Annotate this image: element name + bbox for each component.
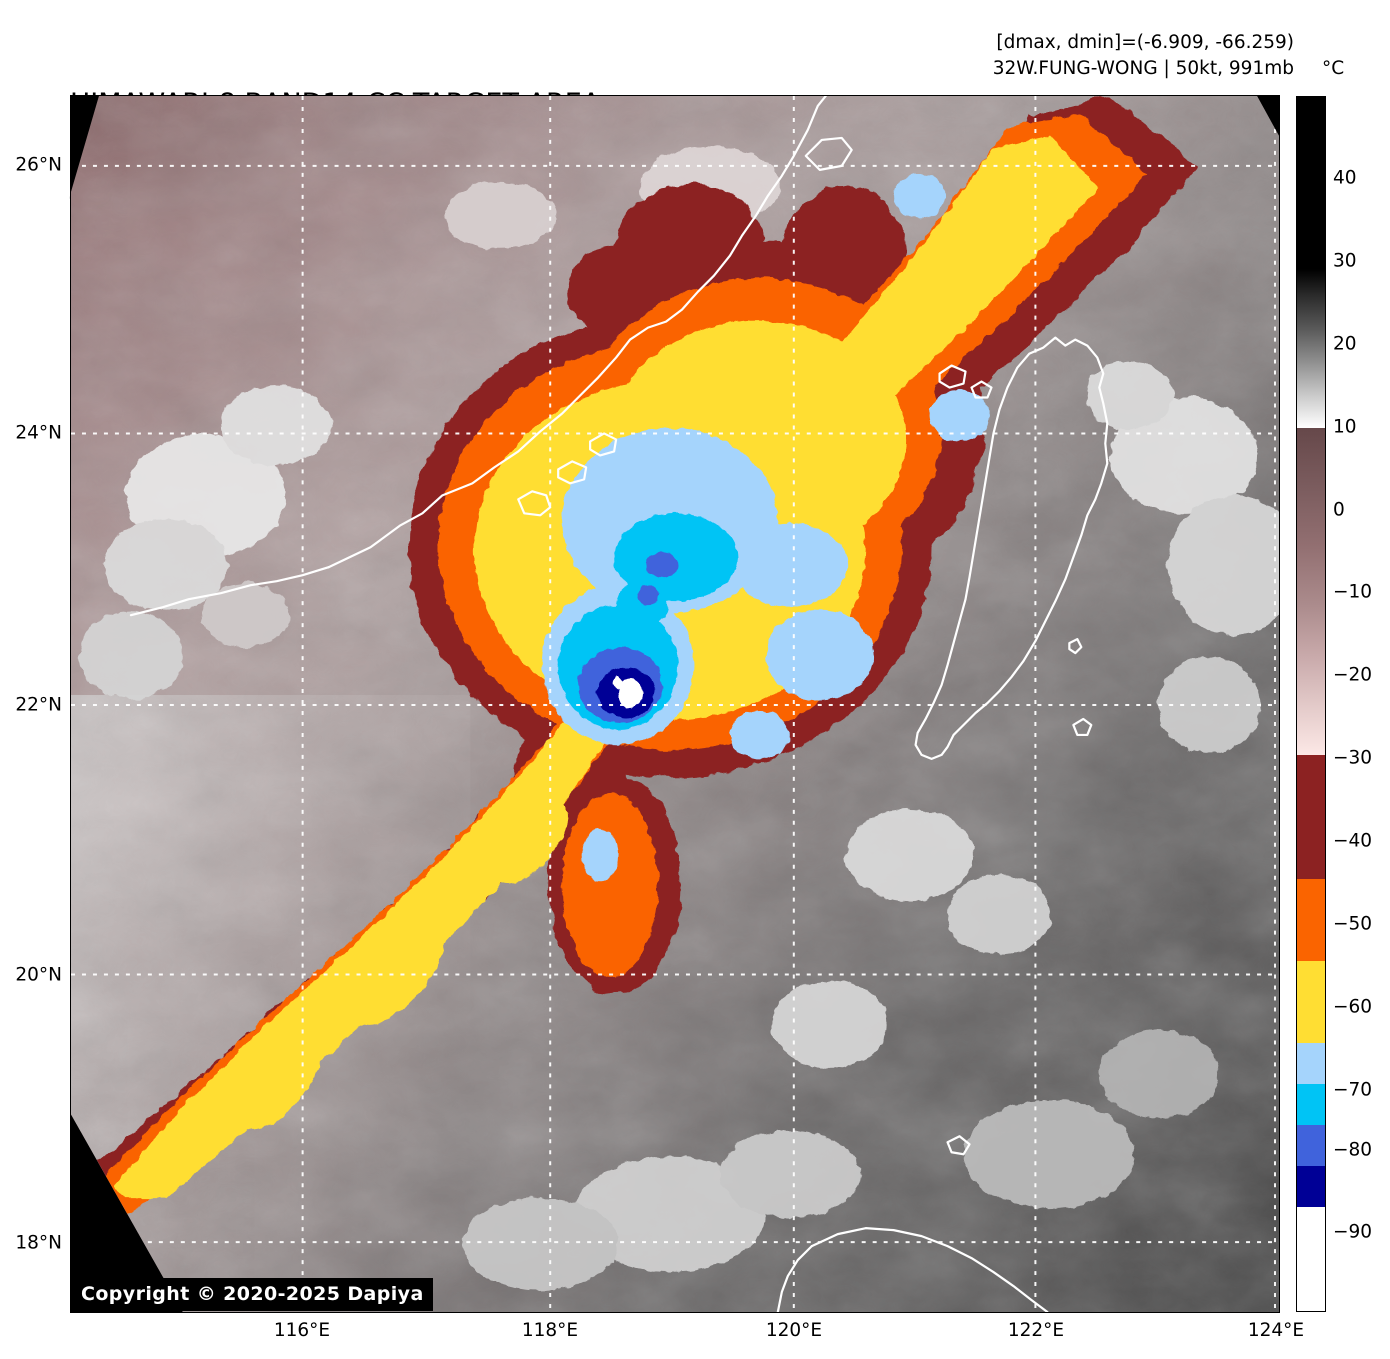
lon-tick-124: 124°E bbox=[1247, 1320, 1305, 1341]
colorbar-segment-yellow bbox=[1297, 961, 1325, 1043]
lat-tick-24: 24°N bbox=[15, 422, 62, 444]
swath-content bbox=[71, 96, 1279, 1312]
coastlines bbox=[129, 96, 1109, 1312]
copyright-notice: Copyright © 2020-2025 Dapiya bbox=[72, 1278, 433, 1311]
storm-info-text: 32W.FUNG-WONG | 50kt, 991mb bbox=[992, 58, 1294, 80]
colorbar-segment-grayscale bbox=[1297, 97, 1325, 428]
lon-tick-120: 120°E bbox=[765, 1320, 823, 1341]
colorbar-segment-mauve bbox=[1297, 428, 1325, 755]
colorbar-tick-m80: −80 bbox=[1333, 1139, 1373, 1161]
graticule bbox=[71, 96, 1279, 1312]
colorbar-tick-m90: −90 bbox=[1333, 1221, 1373, 1243]
lon-tick-118: 118°E bbox=[521, 1320, 579, 1341]
colorbar-unit-label: °C bbox=[1322, 58, 1345, 79]
metadata-block: [dmax, dmin]=(-6.909, -66.259) 32W.FUNG-… bbox=[993, 30, 1294, 83]
colorbar-tick-m40: −40 bbox=[1333, 830, 1373, 852]
lat-tick-18: 18°N bbox=[15, 1232, 62, 1254]
colorbar-tick-m50: −50 bbox=[1333, 913, 1373, 935]
colorbar-segment-navy bbox=[1297, 1166, 1325, 1207]
colorbar-segment-white bbox=[1297, 1207, 1325, 1311]
colorbar-segment-cyan bbox=[1297, 1084, 1325, 1125]
colorbar-tick-10: 10 bbox=[1333, 416, 1357, 438]
colorbar[interactable] bbox=[1296, 96, 1326, 1312]
satellite-imagery bbox=[71, 96, 1279, 1312]
lat-tick-20: 20°N bbox=[15, 964, 62, 986]
satellite-image-panel bbox=[70, 95, 1280, 1313]
colorbar-tick-30: 30 bbox=[1333, 250, 1357, 272]
colorbar-segment-light-blue bbox=[1297, 1043, 1325, 1084]
cloud-band-coldest-overshoot bbox=[613, 677, 643, 708]
colorbar-tick-m20: −20 bbox=[1333, 664, 1373, 686]
lon-tick-116: 116°E bbox=[273, 1320, 331, 1341]
lat-tick-26: 26°N bbox=[15, 154, 62, 176]
data-range-text: [dmax, dmin]=(-6.909, -66.259) bbox=[996, 32, 1294, 53]
colorbar-tick-m10: −10 bbox=[1333, 581, 1373, 603]
colorbar-tick-m60: −60 bbox=[1333, 996, 1373, 1018]
colorbar-tick-m30: −30 bbox=[1333, 747, 1373, 769]
lat-tick-22: 22°N bbox=[15, 694, 62, 716]
colorbar-segment-dark-red bbox=[1297, 755, 1325, 879]
colorbar-tick-40: 40 bbox=[1333, 167, 1357, 189]
colorbar-segment-orange bbox=[1297, 879, 1325, 961]
lon-tick-122: 122°E bbox=[1007, 1320, 1065, 1341]
colorbar-segment-royal-blue bbox=[1297, 1125, 1325, 1166]
colorbar-tick-20: 20 bbox=[1333, 333, 1357, 355]
colorbar-tick-0: 0 bbox=[1333, 499, 1345, 521]
colorbar-tick-m70: −70 bbox=[1333, 1079, 1373, 1101]
